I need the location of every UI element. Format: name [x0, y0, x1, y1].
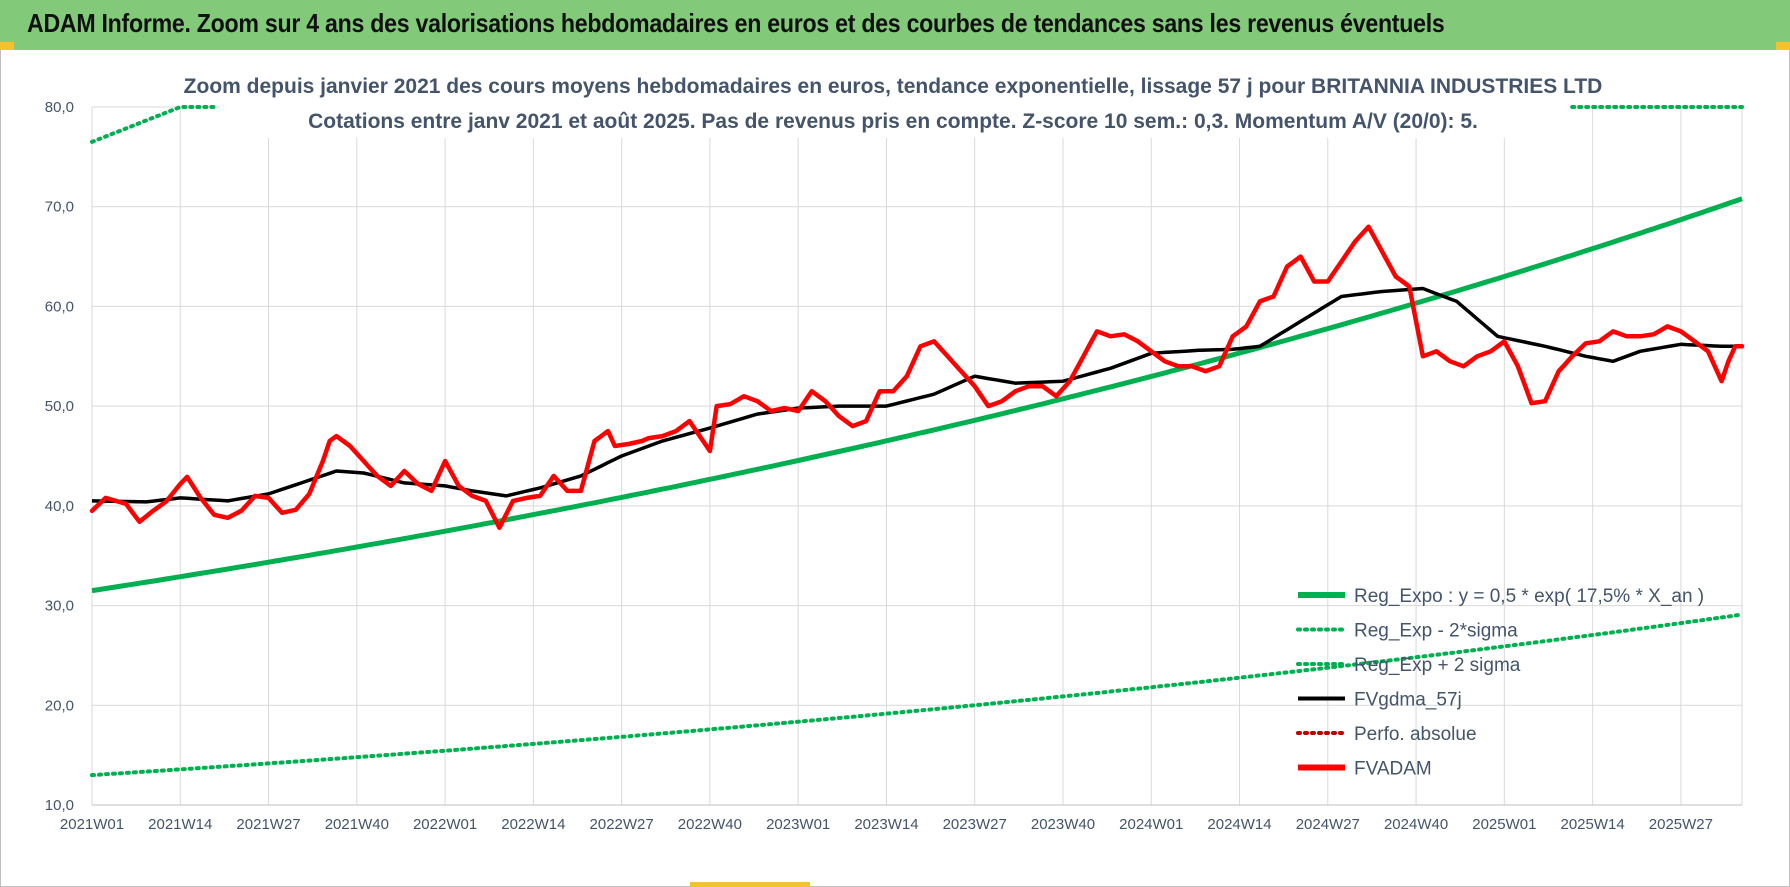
series-reg-expo	[91, 196, 1743, 594]
x-tick-label: 2023W14	[854, 816, 918, 833]
x-tick-label: 2022W40	[678, 816, 742, 833]
x-tick-label: 2021W27	[236, 816, 300, 833]
chart-title-background	[220, 68, 1570, 138]
series-layer	[89, 105, 1745, 778]
series-reg-exp-minus-2sigma	[90, 612, 1744, 778]
x-tick-label: 2021W40	[325, 816, 389, 833]
x-tick-label: 2024W40	[1384, 816, 1448, 833]
x-tick-label: 2024W01	[1119, 816, 1183, 833]
x-tick-label: 2024W27	[1296, 816, 1360, 833]
axes: 10,0 20,0 30,0 40,0 50,0 60,0 70,0 80,0 2021W01 2…	[45, 99, 1742, 833]
chart-title-line-2: Cotations entre janv 2021 et août 2025. …	[308, 110, 1478, 133]
x-tick-label: 2021W14	[148, 816, 212, 833]
x-tick-label: 2022W14	[501, 816, 565, 833]
x-tick-label: 2022W27	[590, 816, 654, 833]
series-fvadam	[89, 224, 1745, 531]
legend-label: FVADAM	[1354, 759, 1432, 780]
y-tick-label: 70,0	[45, 199, 74, 216]
x-tick-label: 2023W40	[1031, 816, 1095, 833]
legend-label: Reg_Exp - 2*sigma	[1354, 621, 1518, 642]
x-tick-label: 2022W01	[413, 816, 477, 833]
page-title: ADAM Informe. Zoom sur 4 ans des valoris…	[27, 8, 1445, 38]
y-tick-label: 60,0	[45, 298, 74, 315]
grid	[91, 106, 1743, 806]
footer-accent	[690, 882, 810, 887]
x-tick-label: 2024W14	[1207, 816, 1271, 833]
series-fvgdma-57j	[91, 286, 1742, 504]
header-corner-left	[0, 42, 14, 50]
chart-title-block: Zoom depuis janvier 2021 des cours moyen…	[184, 68, 1603, 138]
legend-label: FVgdma_57j	[1354, 690, 1462, 711]
y-tick-label: 30,0	[45, 598, 74, 615]
legend-label: Perfo. absolue	[1354, 724, 1477, 745]
x-tick-label: 2025W14	[1561, 816, 1625, 833]
legend-label: Reg_Exp + 2 sigma	[1354, 655, 1521, 676]
y-tick-label: 20,0	[45, 697, 74, 714]
chart-title-line-1: Zoom depuis janvier 2021 des cours moyen…	[184, 75, 1603, 98]
x-tick-label: 2025W01	[1472, 816, 1536, 833]
x-tick-label: 2023W27	[943, 816, 1007, 833]
y-tick-label: 40,0	[45, 498, 74, 515]
series-reg-exp-plus-2sigma	[90, 105, 217, 144]
y-tick-label: 50,0	[45, 398, 74, 415]
header-bar: ADAM Informe. Zoom sur 4 ans des valoris…	[0, 0, 1790, 50]
legend: Reg_Expo : y = 0,5 * exp( 17,5% * X_an )…	[1296, 586, 1704, 780]
legend-label: Reg_Expo : y = 0,5 * exp( 17,5% * X_an )	[1354, 586, 1704, 607]
x-tick-label: 2025W27	[1649, 816, 1713, 833]
x-tick-label: 2021W01	[60, 816, 124, 833]
header-corner-right	[1776, 42, 1790, 50]
y-tick-label: 10,0	[45, 797, 74, 814]
x-tick-label: 2023W01	[766, 816, 830, 833]
y-tick-label: 80,0	[45, 99, 74, 116]
